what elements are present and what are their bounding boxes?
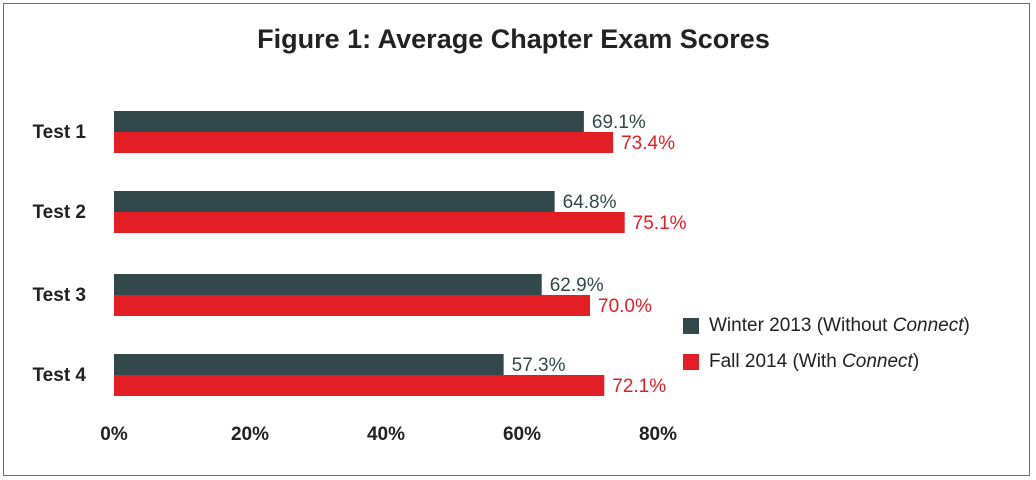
x-tick-label: 20%	[231, 424, 269, 445]
x-tick-label: 80%	[639, 424, 677, 445]
category-label-test-4: Test 4	[32, 365, 86, 386]
bar-test-1-series-1	[114, 111, 584, 132]
legend-item-fall-2014: Fall 2014 (With Connect)	[683, 344, 970, 380]
legend-label-fall-2014: Fall 2014 (With Connect)	[709, 351, 920, 372]
chart-frame	[3, 3, 1030, 476]
category-label-test-3: Test 3	[32, 285, 86, 306]
data-label-test-1-series-2: 73.4%	[621, 133, 675, 154]
bar-test-4-series-2	[114, 375, 605, 396]
x-tick-label: 40%	[367, 424, 405, 445]
data-label-test-1-series-1: 69.1%	[592, 112, 646, 133]
data-label-test-3-series-1: 62.9%	[550, 275, 604, 296]
x-tick-label: 0%	[100, 424, 128, 445]
data-label-test-4-series-2: 72.1%	[612, 376, 666, 397]
data-label-test-3-series-2: 70.0%	[598, 296, 652, 317]
bar-test-3-series-2	[114, 295, 590, 316]
data-label-test-2-series-2: 75.1%	[633, 213, 687, 234]
data-label-test-2-series-1: 64.8%	[563, 192, 617, 213]
bar-test-4-series-1	[114, 354, 504, 375]
category-label-test-1: Test 1	[32, 122, 86, 143]
bar-test-2-series-1	[114, 191, 555, 212]
legend-swatch-winter-2013	[683, 318, 699, 334]
legend-label-winter-2013: Winter 2013 (Without Connect)	[709, 315, 970, 336]
data-label-test-4-series-1: 57.3%	[512, 355, 566, 376]
chart-title: Figure 1: Average Chapter Exam Scores	[257, 24, 770, 54]
legend-swatch-fall-2014	[683, 354, 699, 370]
bar-test-1-series-2	[114, 132, 614, 153]
category-label-test-2: Test 2	[32, 202, 86, 223]
x-tick-label: 60%	[503, 424, 541, 445]
bar-test-2-series-2	[114, 212, 625, 233]
legend-item-winter-2013: Winter 2013 (Without Connect)	[683, 308, 970, 344]
bar-test-3-series-1	[114, 274, 542, 295]
legend: Winter 2013 (Without Connect) Fall 2014 …	[683, 308, 970, 380]
